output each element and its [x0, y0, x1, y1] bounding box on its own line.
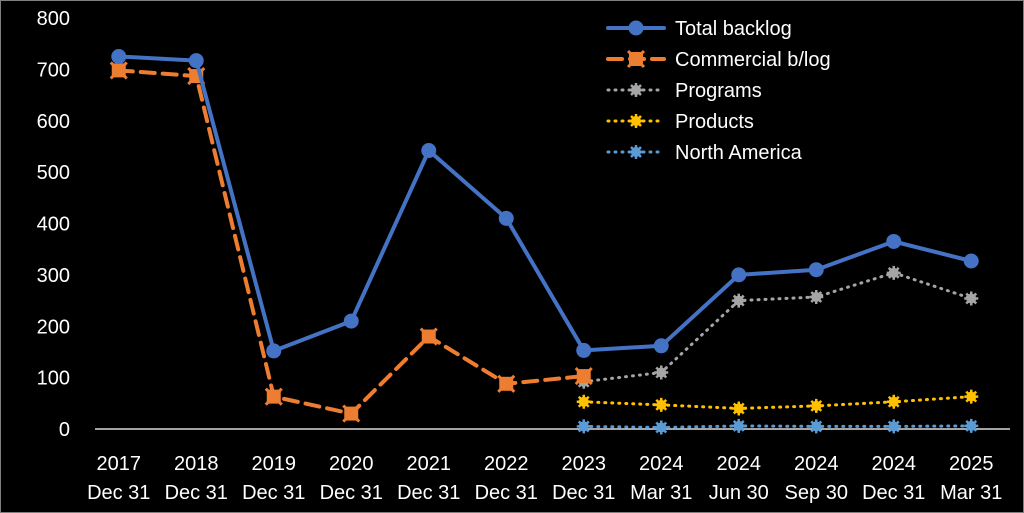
legend-marker-north-america-rays — [629, 145, 643, 159]
series-line-programs — [582, 271, 973, 384]
x-tick-label-date: Dec 31 — [397, 482, 460, 504]
x-tick-label-year: 2022 — [484, 453, 529, 475]
data-point-north-america-rays — [576, 419, 591, 434]
x-tick-label-date: Dec 31 — [862, 482, 925, 504]
data-point-products-rays — [731, 401, 746, 416]
x-tick-label-date: Jun 30 — [709, 482, 769, 504]
data-point-total-backlog — [421, 143, 437, 159]
data-point-total-backlog — [653, 338, 669, 354]
data-point-commercial-b-log-cross — [109, 61, 128, 80]
y-tick-label: 300 — [37, 265, 70, 287]
x-tick-label-year: 2024 — [639, 453, 684, 475]
y-tick-label: 700 — [37, 59, 70, 81]
x-tick-label-year: 2024 — [717, 453, 762, 475]
y-tick-label: 800 — [37, 8, 70, 30]
data-point-programs-rays — [654, 365, 669, 380]
x-tick-label-date: Dec 31 — [552, 482, 615, 504]
x-tick-label-year: 2024 — [794, 453, 839, 475]
legend-label-products: Products — [675, 111, 754, 133]
x-tick-label-year: 2024 — [872, 453, 917, 475]
series-line-total-backlog — [116, 54, 974, 353]
y-tick-label: 400 — [37, 214, 70, 236]
data-point-programs-rays — [886, 265, 901, 280]
y-tick-label: 200 — [37, 316, 70, 338]
data-point-products-rays — [809, 398, 824, 413]
series-line-products — [582, 395, 973, 410]
x-tick-label-year: 2021 — [407, 453, 452, 475]
data-point-total-backlog — [963, 253, 979, 269]
data-point-north-america-rays — [886, 419, 901, 434]
y-tick-label: 500 — [37, 162, 70, 184]
data-point-north-america-rays — [964, 418, 979, 433]
legend-marker-commercial-b-log-cross — [626, 49, 646, 69]
x-tick-label-year: 2018 — [174, 453, 219, 475]
data-point-commercial-b-log-cross — [419, 327, 438, 346]
data-point-total-backlog — [111, 49, 127, 65]
y-tick-label: 100 — [37, 368, 70, 390]
x-tick-label-date: Dec 31 — [165, 482, 228, 504]
x-tick-label-year: 2025 — [949, 453, 994, 475]
data-point-total-backlog — [266, 343, 282, 359]
legend-marker-products-rays — [629, 114, 643, 128]
y-tick-label: 0 — [59, 419, 70, 441]
legend-label-north-america: North America — [675, 142, 803, 164]
x-tick-label-date: Dec 31 — [475, 482, 538, 504]
series-line-commercial-b-log — [116, 68, 586, 416]
data-point-commercial-b-log-cross — [574, 367, 593, 386]
x-tick-label-year: 2020 — [329, 453, 374, 475]
legend-label-commercial-b-log: Commercial b/log — [675, 49, 831, 71]
data-point-north-america-rays — [809, 419, 824, 434]
data-point-total-backlog — [808, 262, 824, 278]
data-point-total-backlog — [498, 210, 514, 226]
data-point-programs-rays — [964, 291, 979, 306]
data-point-programs-rays — [731, 293, 746, 308]
data-point-total-backlog — [886, 233, 902, 249]
data-point-products-rays — [654, 397, 669, 412]
legend-marker-total-backlog — [628, 20, 644, 36]
x-tick-label-date: Dec 31 — [87, 482, 150, 504]
x-tick-label-date: Mar 31 — [630, 482, 692, 504]
x-tick-label-year: 2017 — [97, 453, 142, 475]
data-point-total-backlog — [576, 342, 592, 358]
y-tick-label: 600 — [37, 111, 70, 133]
data-point-north-america-rays — [654, 420, 669, 435]
x-tick-label-date: Mar 31 — [940, 482, 1002, 504]
data-point-products-rays — [886, 394, 901, 409]
x-tick-label-date: Sep 30 — [785, 482, 848, 504]
data-point-commercial-b-log-cross — [497, 374, 516, 393]
x-tick-label-year: 2019 — [252, 453, 297, 475]
series-line-north-america — [582, 424, 973, 429]
x-tick-label-year: 2023 — [562, 453, 607, 475]
data-point-commercial-b-log-cross — [264, 387, 283, 406]
data-point-programs-rays — [809, 289, 824, 304]
data-point-total-backlog — [731, 267, 747, 283]
data-point-products-rays — [964, 389, 979, 404]
x-tick-label-date: Dec 31 — [242, 482, 305, 504]
legend-label-programs: Programs — [675, 80, 762, 102]
legend-marker-programs-rays — [629, 83, 643, 97]
data-point-north-america-rays — [731, 418, 746, 433]
legend-label-total-backlog: Total backlog — [675, 18, 792, 40]
data-point-products-rays — [576, 394, 591, 409]
x-tick-label-date: Dec 31 — [320, 482, 383, 504]
data-point-total-backlog — [188, 53, 204, 69]
data-point-commercial-b-log-cross — [342, 404, 361, 423]
data-point-total-backlog — [343, 313, 359, 329]
